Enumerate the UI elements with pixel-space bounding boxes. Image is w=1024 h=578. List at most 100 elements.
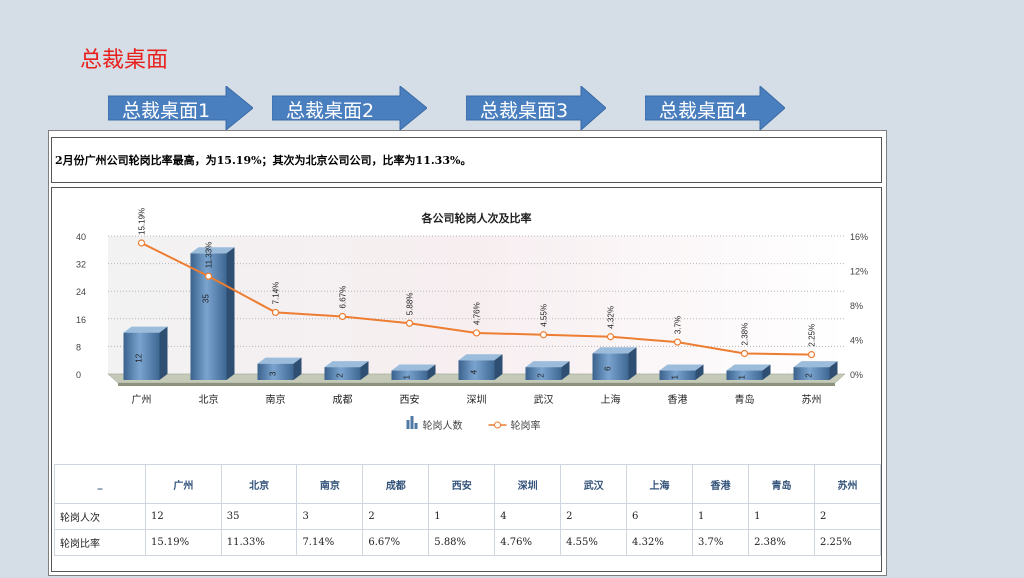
bar-top: [458, 354, 503, 361]
y-right-tick-label: 4%: [850, 336, 863, 346]
y-right-tick-label: 16%: [850, 232, 868, 242]
x-tick-label: 北京: [199, 393, 219, 406]
table-header-cell: 上海: [626, 464, 693, 504]
bar-value-label: 12: [135, 353, 144, 362]
bar-side: [561, 361, 570, 380]
legend-bar-icon: [406, 420, 410, 429]
table-header-cell: 深圳: [494, 464, 562, 504]
rate-value-label: 3.7%: [674, 316, 683, 334]
bar-top: [391, 364, 436, 371]
arrow-right-icon: [108, 86, 253, 130]
bar: [458, 360, 495, 380]
bar-side: [427, 364, 436, 380]
y-right-tick-label: 12%: [850, 267, 868, 277]
rate-value-label: 4.55%: [540, 304, 549, 327]
table-cell: 3: [296, 503, 364, 530]
bar-side: [695, 364, 704, 380]
table-row: 轮岗比率 15.19% 11.33% 7.14% 6.67% 5.88% 4.76% 4.55…: [54, 529, 882, 556]
arrow-right-icon: [466, 86, 606, 130]
bar-value-label: 2: [805, 373, 814, 378]
table-cell: 5.88%: [428, 529, 496, 556]
table-cell: 2.25%: [813, 529, 882, 556]
chart-floor-edge: [118, 383, 835, 386]
x-tick-label: 苏州: [802, 393, 822, 406]
rate-point: [807, 350, 816, 359]
bar-side: [226, 247, 235, 380]
table-row: 轮岗人次 12 35 3 2 1 4 2 6 1 1 2: [54, 503, 882, 530]
legend-label-bars: 轮岗人数: [423, 419, 463, 432]
rate-point: [606, 333, 615, 341]
rate-value-label: 6.67%: [339, 286, 348, 309]
nav-dashboard-4-label: 总裁桌面4: [659, 100, 748, 122]
bar: [525, 367, 562, 380]
bar-side: [293, 357, 302, 380]
table-cell: 4.55%: [560, 529, 628, 556]
bar-top: [257, 357, 302, 364]
bar-top: [123, 326, 168, 333]
table-cell: 1: [691, 503, 750, 530]
table-cell: 1: [748, 503, 815, 530]
bar-top: [525, 361, 570, 368]
bar: [659, 370, 696, 380]
bar-top: [793, 361, 838, 368]
rate-value-label: 5.88%: [406, 293, 415, 316]
bar-value-label: 6: [604, 366, 613, 371]
rate-point: [405, 319, 414, 327]
bar-side: [829, 361, 838, 380]
bar: [391, 370, 428, 380]
x-tick-label: 香港: [668, 394, 688, 406]
nav-dashboard-3-button[interactable]: 总裁桌面3: [466, 86, 606, 130]
table-header-row: _ 广州 北京 南京 成都 西安 深圳 武汉 上海 香港 青岛 苏州: [54, 464, 882, 504]
x-tick-label: 青岛: [735, 393, 755, 406]
table-header-cell: 南京: [296, 464, 364, 504]
table-cell: 15.19%: [145, 529, 222, 556]
table-header-cell: 成都: [362, 464, 430, 504]
x-tick-label: 武汉: [534, 393, 554, 406]
table-header-cell: 青岛: [748, 464, 815, 504]
bar-value-label: 1: [671, 375, 680, 380]
table-cell: 6.67%: [362, 529, 430, 556]
bar-value-label: 1: [403, 375, 412, 380]
y-left-tick-label: 32: [76, 260, 86, 270]
bar-top: [726, 364, 771, 371]
x-tick-label: 深圳: [467, 394, 487, 406]
rate-value-label: 7.14%: [272, 282, 281, 305]
bar-side: [360, 361, 369, 380]
y-right-tick-label: 0%: [850, 370, 863, 380]
bar-side: [159, 326, 168, 380]
rate-value-label: 2.38%: [741, 323, 750, 346]
bar: [793, 367, 830, 380]
table-cell: 2: [813, 503, 882, 530]
table-cell: 4: [494, 503, 562, 530]
arrow-right-icon: [272, 86, 427, 130]
table-cell: 1: [428, 503, 496, 530]
y-left-tick-label: 16: [76, 315, 86, 325]
bar-side: [494, 354, 503, 380]
table-cell: 4.76%: [494, 529, 562, 556]
y-right-tick-label: 8%: [850, 301, 863, 311]
table-header-cell: 北京: [220, 464, 298, 504]
table-cell: 3.7%: [691, 529, 750, 556]
rate-point: [740, 349, 749, 358]
bar-side: [628, 347, 637, 380]
bar: [324, 367, 361, 380]
y-left-tick-label: 40: [76, 232, 86, 242]
y-left-tick-label: 8: [76, 342, 81, 352]
report-panel: 2月份广州公司轮岗比率最高，为15.19%；其次为北京公司公司，比率为11.33…: [48, 130, 887, 576]
bar-value-label: 2: [336, 373, 345, 378]
rate-point: [338, 312, 347, 321]
arrow-right-icon: [645, 86, 785, 130]
rate-point: [271, 308, 280, 317]
table-header-cell: 西安: [428, 464, 496, 504]
nav-dashboard-1-button[interactable]: 总裁桌面1: [108, 86, 253, 130]
nav-dashboard-4-button[interactable]: 总裁桌面4: [645, 86, 785, 130]
bar-top: [592, 347, 637, 354]
table-cell: 6: [626, 503, 693, 530]
rate-point: [137, 239, 146, 247]
rate-value-label: 11.33%: [205, 242, 214, 269]
nav-dashboard-2-button[interactable]: 总裁桌面2: [272, 86, 427, 130]
table-corner: _: [54, 464, 146, 504]
nav-dashboard-3-label: 总裁桌面3: [480, 100, 569, 122]
x-tick-label: 成都: [333, 394, 353, 406]
x-tick-label: 广州: [132, 394, 152, 406]
